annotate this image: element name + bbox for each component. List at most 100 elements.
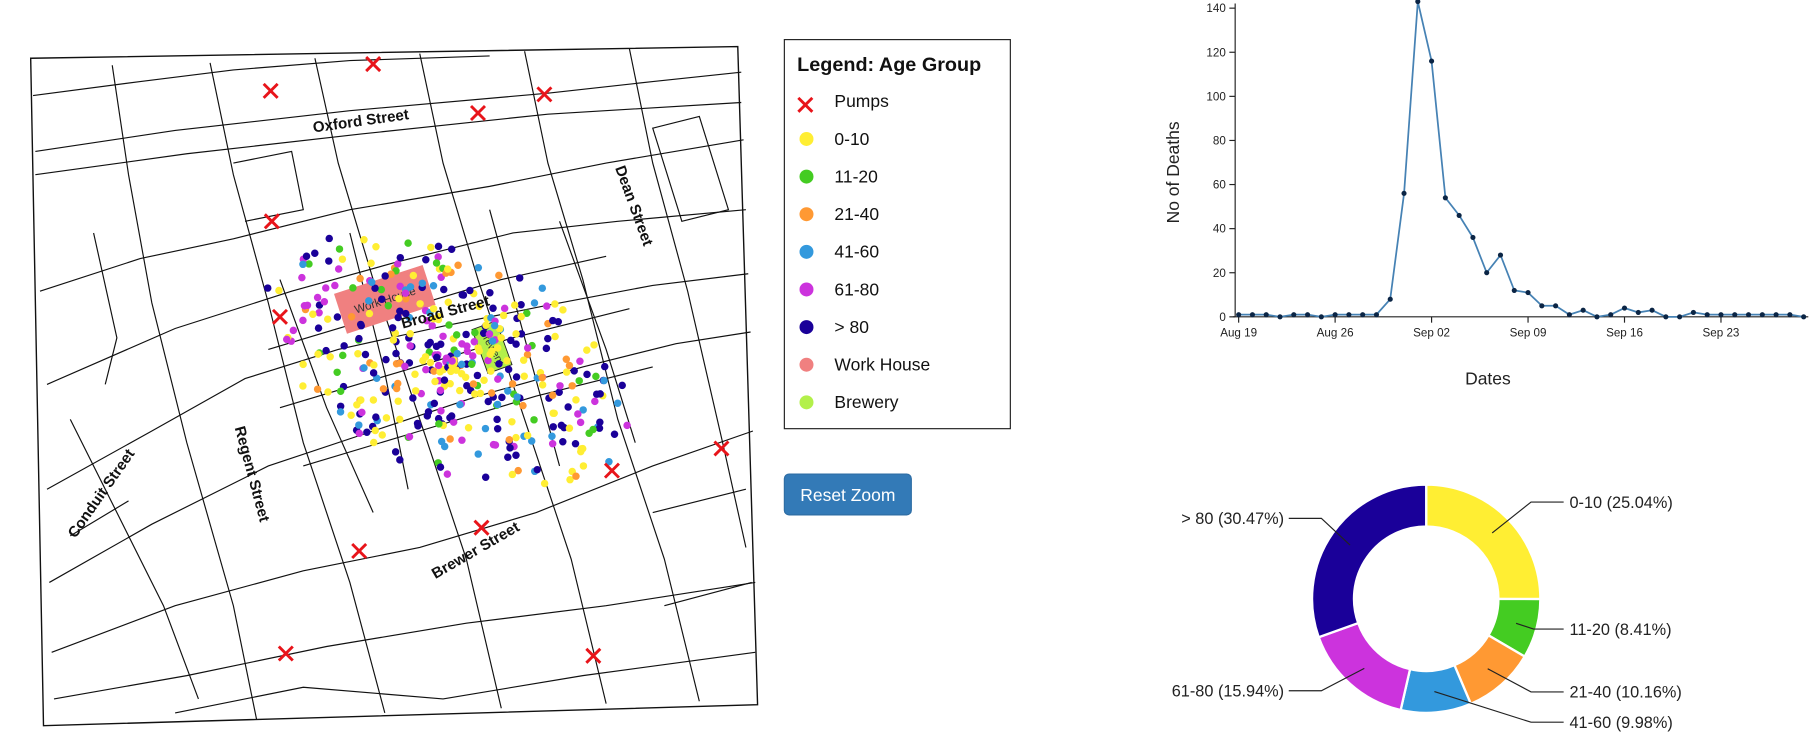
death-dot <box>574 410 582 418</box>
death-dot <box>527 437 536 445</box>
death-dot <box>548 391 557 399</box>
death-dot <box>379 385 388 393</box>
death-dot <box>475 347 484 355</box>
death-dot <box>299 260 307 269</box>
death-dot <box>469 380 478 388</box>
death-dot <box>514 466 522 475</box>
death-dot <box>305 260 313 268</box>
death-dot <box>538 373 546 382</box>
street <box>53 581 756 700</box>
pump <box>271 308 288 325</box>
death-dot <box>322 346 330 355</box>
death-dot <box>549 409 557 417</box>
death-dot <box>326 353 334 361</box>
pump <box>351 542 368 560</box>
death-point <box>1360 312 1366 318</box>
street <box>175 651 756 714</box>
death-dot <box>452 331 461 339</box>
death-dot <box>430 367 438 375</box>
death-dot <box>519 356 528 364</box>
street <box>268 255 607 351</box>
death-dot <box>474 263 483 272</box>
death-dot <box>577 447 585 456</box>
death-dot <box>504 387 512 395</box>
pump <box>473 519 490 536</box>
legend: Legend: Age Group Pumps 0-10 11-20 21-40 41-… <box>783 39 1011 430</box>
death-dot <box>396 456 404 464</box>
reset-button[interactable]: Reset Zoom <box>783 473 912 516</box>
death-point <box>1649 307 1655 313</box>
y-tick-label: 80 <box>1213 135 1226 148</box>
death-dot <box>299 316 307 325</box>
death-point <box>1566 312 1572 318</box>
death-dot <box>513 393 521 401</box>
death-dot <box>361 350 370 359</box>
death-dot <box>442 354 451 362</box>
legend-symbol <box>799 395 814 410</box>
death-dot <box>370 361 378 369</box>
pie-segment <box>1425 483 1542 601</box>
death-dot <box>439 332 447 341</box>
death-dot <box>402 295 410 303</box>
death-dot <box>600 376 608 385</box>
death-dot <box>437 437 446 446</box>
death-dot <box>610 430 619 438</box>
death-point <box>1401 190 1407 196</box>
death-dot <box>430 315 438 323</box>
street <box>279 279 374 513</box>
death-dot <box>524 344 532 352</box>
death-dot <box>424 408 433 416</box>
death-dot <box>275 286 283 295</box>
death-dot <box>562 368 571 376</box>
x-tick-label: Sep 02 <box>1413 327 1450 340</box>
death-dot <box>479 329 488 337</box>
death-dot <box>411 370 419 378</box>
death-dot <box>562 355 571 363</box>
street <box>51 430 754 653</box>
pump-cross <box>713 440 730 457</box>
death-dot <box>530 299 539 307</box>
death-dot <box>500 304 509 313</box>
death-dot <box>372 413 380 421</box>
button-label[interactable]: Reset Zoom <box>800 485 895 505</box>
death-dot <box>565 424 574 432</box>
pump-cross <box>473 519 490 536</box>
death-dot <box>440 285 448 294</box>
death-dot <box>434 242 443 251</box>
death-dot <box>394 397 402 405</box>
death-dot <box>437 407 445 415</box>
death-dot <box>405 432 414 441</box>
death-dot <box>428 322 436 330</box>
death-dot <box>583 370 591 379</box>
death-dot <box>458 436 466 444</box>
pump-cross <box>263 213 280 230</box>
death-dot <box>371 426 379 435</box>
pie-label: 61-80 (15.94%) <box>1172 683 1284 701</box>
death-dot <box>489 304 497 312</box>
death-dot <box>430 399 439 408</box>
death-dot <box>575 377 583 385</box>
button-background[interactable] <box>783 473 912 516</box>
death-dot <box>457 360 466 369</box>
death-point <box>1249 312 1256 318</box>
death-dot <box>422 256 430 264</box>
death-dot <box>358 408 366 417</box>
death-dot <box>504 453 512 461</box>
death-dot <box>401 362 409 371</box>
death-dot <box>396 307 404 315</box>
death-dot <box>355 334 363 343</box>
death-dot <box>409 394 417 402</box>
death-dot <box>551 300 559 308</box>
death-dot <box>370 438 378 447</box>
death-dot <box>506 444 514 452</box>
death-point <box>1580 307 1586 313</box>
y-axis-label: No of Deaths <box>1163 121 1183 223</box>
pie-label: 0-10 (25.04%) <box>1569 494 1672 512</box>
death-dot <box>313 293 322 302</box>
death-dot <box>548 432 556 440</box>
death-point <box>1677 314 1683 320</box>
death-dot <box>576 418 585 427</box>
